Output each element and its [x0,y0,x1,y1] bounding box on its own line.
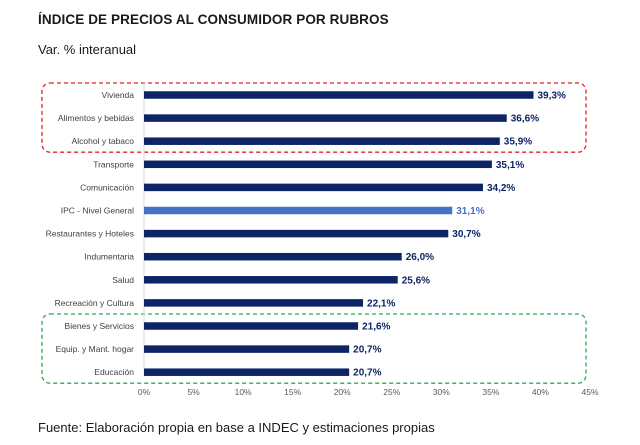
value-label: 21,6% [362,322,390,333]
bar [144,91,534,99]
category-label: Salud [112,275,134,285]
bar [144,229,449,238]
value-label: 30,7% [452,229,480,240]
group-box-bottom [41,313,587,384]
x-tick-label: 35% [482,387,499,397]
bar [144,252,402,261]
category-label: Educación [94,367,134,377]
value-label: 31,1% [456,206,484,217]
value-label: 26,0% [406,252,434,263]
value-label: 20,7% [353,368,381,379]
source-note: Fuente: Elaboración propia en base a IND… [38,420,435,435]
x-tick-label: 20% [334,387,351,397]
category-label: Restaurantes y Hoteles [46,229,134,239]
x-tick-label: 40% [532,387,549,397]
value-label: 39,3% [538,91,566,102]
value-label: 35,1% [496,160,524,171]
bar [144,137,500,145]
category-label: Recreación y Cultura [55,298,135,308]
x-tick-label: 0% [138,387,151,397]
value-label: 35,9% [504,137,532,148]
value-label: 36,6% [511,114,539,125]
bar [144,299,364,307]
category-label: Comunicación [80,182,134,192]
value-label: 22,1% [367,298,395,309]
bar [144,206,453,215]
value-label: 25,6% [402,275,430,286]
bar [144,368,350,376]
value-label: 20,7% [353,345,381,356]
bar [144,276,398,284]
category-label: IPC - Nivel General [61,206,134,216]
category-label: Indumentaria [84,252,134,262]
bar [144,114,507,122]
category-label: Transporte [93,159,134,169]
bar [144,322,359,330]
category-label: Alcohol y tabaco [72,136,135,146]
bar [144,345,350,353]
bar [144,183,483,192]
bar [144,160,492,169]
chart-title: ÍNDICE DE PRECIOS AL CONSUMIDOR POR RUBR… [38,12,389,27]
x-tick-label: 45% [581,387,598,397]
chart-subtitle: Var. % interanual [38,42,137,57]
value-label: 34,2% [487,183,515,194]
x-tick-label: 15% [284,387,301,397]
x-tick-label: 10% [235,387,252,397]
category-label: Bienes y Servicios [65,321,134,331]
category-label: Equip. y Mant. hogar [56,344,135,354]
x-tick-label: 30% [433,387,450,397]
x-tick-label: 25% [383,387,400,397]
x-tick-label: 5% [187,387,200,397]
category-label: Alimentos y bebidas [58,113,134,123]
category-label: Vivienda [102,90,135,100]
group-box-top [41,82,587,153]
